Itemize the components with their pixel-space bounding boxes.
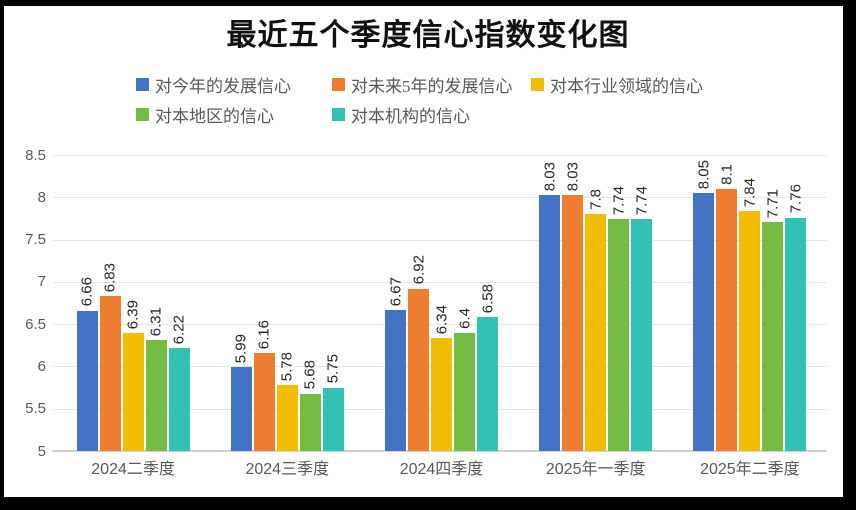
- legend-label: 对今年的发展信心: [155, 76, 291, 96]
- bar-value-label: 6.16: [255, 319, 273, 349]
- bar-value-label: 6.92: [410, 255, 427, 285]
- gridline: [53, 324, 827, 326]
- legend-label: 对本地区的信心: [155, 106, 274, 126]
- y-tick-label: 7.5: [25, 231, 46, 249]
- bar: [276, 385, 298, 451]
- bar: [454, 332, 475, 451]
- bar-value-label: 8.1: [718, 163, 736, 185]
- gridline: [53, 155, 827, 156]
- x-axis-line: [52, 450, 827, 452]
- bar-value-label: 6.39: [124, 300, 142, 330]
- legend-label: 对未来5年的发展信心: [351, 76, 513, 96]
- chart-title: 最近五个季度信心指数变化图: [226, 19, 630, 52]
- bar-value-label: 5.68: [301, 360, 319, 390]
- bar: [762, 221, 784, 451]
- bar-value-label: 6.67: [387, 276, 404, 306]
- legend-swatch-icon: [136, 77, 149, 91]
- category-label: 2024二季度: [91, 461, 175, 478]
- legend-swatch-icon: [332, 77, 345, 91]
- y-tick-label: 8: [37, 188, 46, 206]
- legend-item: 对本机构的信心: [332, 104, 470, 126]
- bar: [562, 194, 584, 451]
- y-tick-label: 6.5: [25, 315, 46, 333]
- bar-value-label: 7.8: [587, 189, 605, 211]
- bar: [539, 194, 561, 451]
- legend-item: 对未来5年的发展信心: [332, 74, 513, 96]
- bar-value-label: 7.76: [787, 184, 805, 214]
- bar-value-label: 8.03: [564, 161, 582, 191]
- bar: [145, 340, 167, 451]
- bar: [608, 219, 630, 451]
- bar-value-label: 6.4: [456, 307, 473, 329]
- legend-label: 对本行业领域的信心: [550, 76, 703, 96]
- bar: [322, 387, 344, 451]
- gridline: [53, 197, 827, 199]
- bar-value-label: 7.74: [610, 186, 628, 216]
- bar-value-label: 6.83: [101, 263, 119, 293]
- bar: [431, 337, 452, 451]
- bar: [716, 188, 738, 451]
- y-tick-label: 6: [37, 357, 46, 375]
- bar-value-label: 6.34: [433, 304, 450, 334]
- bar: [99, 296, 121, 451]
- bar-value-label: 8.03: [541, 161, 559, 191]
- bar-value-label: 5.75: [324, 354, 342, 384]
- bar-value-label: 5.99: [232, 334, 250, 364]
- legend-swatch-icon: [332, 107, 345, 121]
- legend-item: 对本行业领域的信心: [531, 74, 703, 96]
- y-tick-label: 8.5: [25, 146, 46, 164]
- bar-value-label: 5.78: [278, 351, 296, 381]
- category-label: 2025年一季度: [545, 461, 646, 478]
- bar: [631, 219, 653, 451]
- bar-value-label: 6.22: [170, 314, 188, 344]
- legend-item: 对本地区的信心: [136, 104, 274, 126]
- bar: [230, 367, 252, 451]
- bar: [408, 288, 429, 451]
- bar: [477, 317, 498, 451]
- bar-value-label: 6.58: [479, 284, 496, 314]
- bar-value-label: 7.84: [741, 177, 759, 207]
- gridline: [53, 281, 827, 283]
- gridline: [53, 239, 827, 241]
- y-tick-label: 5: [37, 442, 46, 460]
- bar: [168, 347, 190, 451]
- bar: [693, 193, 715, 451]
- bar-value-label: 6.31: [147, 307, 165, 337]
- y-tick-label: 7: [37, 273, 46, 291]
- bar: [76, 310, 98, 451]
- bar: [122, 333, 144, 451]
- bar: [585, 214, 607, 451]
- bar: [739, 210, 761, 451]
- legend-swatch-icon: [136, 107, 149, 121]
- legend-swatch-icon: [531, 77, 544, 91]
- category-label: 2024四季度: [399, 461, 484, 478]
- y-tick-label: 5.5: [25, 400, 46, 418]
- bar-value-label: 7.74: [633, 186, 651, 216]
- bar: [785, 217, 807, 451]
- legend-label: 对本机构的信心: [351, 106, 470, 126]
- bar: [299, 393, 321, 451]
- category-label: 2025年二季度: [700, 461, 800, 478]
- bar-value-label: 6.66: [78, 277, 96, 307]
- legend-item: 对今年的发展信心: [136, 74, 291, 96]
- bar: [253, 352, 275, 451]
- bar-value-label: 7.71: [764, 188, 782, 218]
- category-label: 2024三季度: [245, 461, 330, 478]
- bar: [385, 309, 406, 451]
- bar-value-label: 8.05: [695, 159, 713, 190]
